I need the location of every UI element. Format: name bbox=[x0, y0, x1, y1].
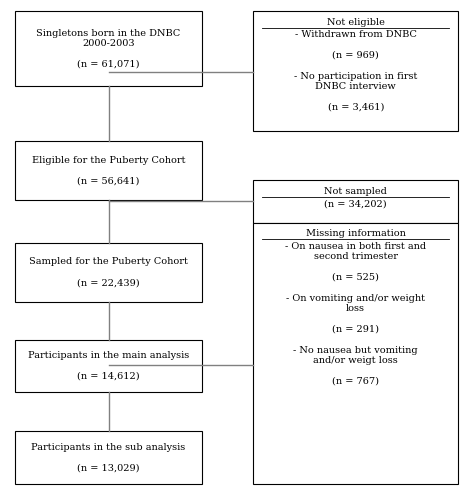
Text: Missing information: Missing information bbox=[306, 229, 406, 238]
Text: - On nausea in both first and
second trimester

(n = 525)

- On vomiting and/or : - On nausea in both first and second tri… bbox=[285, 242, 426, 386]
FancyBboxPatch shape bbox=[15, 340, 202, 392]
Text: Participants in the sub analysis

(n = 13,029): Participants in the sub analysis (n = 13… bbox=[31, 442, 186, 472]
FancyBboxPatch shape bbox=[253, 12, 458, 130]
FancyBboxPatch shape bbox=[15, 242, 202, 302]
FancyBboxPatch shape bbox=[15, 140, 202, 200]
Text: Sampled for the Puberty Cohort

(n = 22,439): Sampled for the Puberty Cohort (n = 22,4… bbox=[29, 258, 188, 288]
Text: Not sampled: Not sampled bbox=[324, 187, 387, 196]
Text: Not eligible: Not eligible bbox=[327, 18, 385, 27]
FancyBboxPatch shape bbox=[253, 222, 458, 484]
Text: (n = 34,202): (n = 34,202) bbox=[325, 200, 387, 208]
FancyBboxPatch shape bbox=[15, 432, 202, 484]
Text: Participants in the main analysis

(n = 14,612): Participants in the main analysis (n = 1… bbox=[28, 350, 189, 380]
Text: Singletons born in the DNBC
2000-2003

(n = 61,071): Singletons born in the DNBC 2000-2003 (n… bbox=[37, 28, 181, 68]
Text: Eligible for the Puberty Cohort

(n = 56,641): Eligible for the Puberty Cohort (n = 56,… bbox=[32, 156, 185, 186]
Text: - Withdrawn from DNBC

(n = 969)

- No participation in first
DNBC interview

(n: - Withdrawn from DNBC (n = 969) - No par… bbox=[294, 30, 417, 112]
FancyBboxPatch shape bbox=[253, 180, 458, 222]
FancyBboxPatch shape bbox=[15, 12, 202, 86]
